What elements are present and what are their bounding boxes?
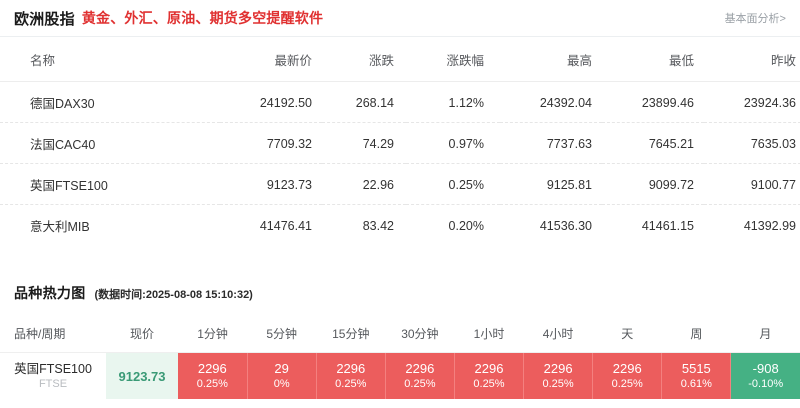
cell-change: 74.29 <box>322 122 406 164</box>
heat-value: 2296 <box>543 361 573 376</box>
cell-name[interactable]: 英国FTSE100 <box>0 163 220 205</box>
cell-low: 7645.21 <box>602 122 704 164</box>
heat-column-symbol-period[interactable]: 品种/周期 <box>0 316 106 353</box>
column-header-prev-close[interactable]: 昨收 <box>704 37 800 82</box>
cell-change-percent: 0.97% <box>406 122 500 164</box>
cell-prev-close: 23924.36 <box>704 81 800 123</box>
heat-cell-1min[interactable]: 2296 0.25% <box>178 352 248 399</box>
heat-symbol-code: FTSE <box>38 377 68 390</box>
heatmap-section: 品种热力图 (数据时间:2025-08-08 15:10:32) 品种/周期 现… <box>0 283 800 399</box>
heat-percent: 0.25% <box>404 378 436 390</box>
heat-symbol-name: 英国FTSE100 <box>14 361 92 376</box>
cell-name[interactable]: 意大利MIB <box>30 220 90 234</box>
column-header-low[interactable]: 最低 <box>602 37 704 82</box>
cell-prev-close: 9100.77 <box>704 163 800 205</box>
cell-last-price: 7709.32 <box>220 122 322 164</box>
cell-high: 41536.30 <box>539 218 592 233</box>
heat-percent: 0.25% <box>611 378 643 390</box>
quote-table-body: 德国DAX30 24192.50 268.14 1.12% 24392.04 2… <box>0 81 800 246</box>
column-header-last-price[interactable]: 最新价 <box>220 37 322 82</box>
heatmap-table-head: 品种/周期 现价 1分钟 5分钟 15分钟 30分钟 1小时 4小时 天 周 月 <box>0 316 800 353</box>
cell-change: 268.14 <box>322 81 406 123</box>
cell-change-percent: 0.25% <box>406 163 500 205</box>
heat-percent: -0.10% <box>748 378 784 390</box>
quote-table-head: 名称 最新价 涨跌 涨跌幅 最高 最低 昨收 更新时间 <box>0 37 800 82</box>
heat-percent: 0% <box>273 378 290 390</box>
heat-percent: 0.61% <box>680 378 712 390</box>
table-row[interactable]: 德国DAX30 24192.50 268.14 1.12% 24392.04 2… <box>0 81 800 123</box>
cell-low: 23899.46 <box>602 81 704 123</box>
heatmap-data-time: (数据时间:2025-08-08 15:10:32) <box>94 289 253 301</box>
heat-value: -908 <box>752 361 779 376</box>
cell-high: 24392.04 <box>500 81 602 123</box>
heatmap-header-row: 品种/周期 现价 1分钟 5分钟 15分钟 30分钟 1小时 4小时 天 周 月 <box>0 316 800 353</box>
heat-value: 2296 <box>197 361 227 376</box>
cell-high: 7737.63 <box>500 122 602 164</box>
heat-column-1min[interactable]: 1分钟 <box>178 316 248 353</box>
heat-percent: 0.25% <box>473 378 505 390</box>
heat-cell-current-price: 9123.73 <box>106 352 178 399</box>
cell-low: 9099.72 <box>602 163 704 205</box>
cell-low: 41461.15 <box>641 218 694 233</box>
heat-column-15min[interactable]: 15分钟 <box>316 316 386 353</box>
heat-column-week[interactable]: 周 <box>661 316 731 353</box>
heat-value: 2296 <box>336 361 366 376</box>
page-header: 欧洲股指 黄金、外汇、原油、期货多空提醒软件 基本面分析> <box>0 0 800 37</box>
heat-cell-day[interactable]: 2296 0.25% <box>592 352 663 399</box>
heat-value: 2296 <box>405 361 435 376</box>
heat-column-5min[interactable]: 5分钟 <box>247 316 317 353</box>
cell-last-price: 24192.50 <box>220 81 322 123</box>
heat-column-month[interactable]: 月 <box>730 316 800 353</box>
heat-percent: 0.25% <box>196 378 228 390</box>
heat-column-30min[interactable]: 30分钟 <box>385 316 455 353</box>
heat-column-1hour[interactable]: 1小时 <box>454 316 524 353</box>
heat-cell-4hour[interactable]: 2296 0.25% <box>523 352 594 399</box>
heat-value: 2296 <box>474 361 504 376</box>
heatmap-row[interactable]: 英国FTSE100 FTSE 9123.73 2296 0.25% 29 0% … <box>0 352 800 399</box>
column-header-high[interactable]: 最高 <box>500 37 602 82</box>
heatmap-table-body: 英国FTSE100 FTSE 9123.73 2296 0.25% 29 0% … <box>0 352 800 399</box>
cell-name[interactable]: 德国DAX30 <box>0 81 220 123</box>
heat-percent: 0.25% <box>335 378 367 390</box>
heat-cell-month[interactable]: -908 -0.10% <box>730 352 800 399</box>
heat-cell-1hour[interactable]: 2296 0.25% <box>454 352 525 399</box>
heat-cell-5min[interactable]: 29 0% <box>247 352 317 399</box>
heat-column-4hour[interactable]: 4小时 <box>523 316 593 353</box>
cell-name[interactable]: 法国CAC40 <box>0 122 220 164</box>
table-row[interactable]: 英国FTSE100 9123.73 22.96 0.25% 9125.81 90… <box>0 163 800 205</box>
cell-last-price: 41476.41 <box>259 218 312 233</box>
heatmap-header: 品种热力图 (数据时间:2025-08-08 15:10:32) <box>0 283 800 303</box>
table-row[interactable]: 法国CAC40 7709.32 74.29 0.97% 7737.63 7645… <box>0 122 800 164</box>
quote-table: 名称 最新价 涨跌 涨跌幅 最高 最低 昨收 更新时间 德国DAX30 2419… <box>0 37 800 245</box>
table-row[interactable]: 意大利MIB 41476.41 83.42 0.20% 41536.30 414… <box>0 205 800 246</box>
heat-cell-symbol[interactable]: 英国FTSE100 FTSE <box>0 352 106 399</box>
heat-cell-30min[interactable]: 2296 0.25% <box>385 352 455 399</box>
cell-change: 22.96 <box>322 163 406 205</box>
cell-change-percent: 0.20% <box>448 218 484 233</box>
page-subtitle: 黄金、外汇、原油、期货多空提醒软件 <box>81 10 324 26</box>
heat-column-current-price[interactable]: 现价 <box>106 316 178 353</box>
heat-cell-week[interactable]: 5515 0.61% <box>661 352 732 399</box>
heat-value: 2296 <box>612 361 642 376</box>
heat-cell-15min[interactable]: 2296 0.25% <box>316 352 386 399</box>
cell-change-percent: 1.12% <box>406 81 500 123</box>
cell-high: 9125.81 <box>500 163 602 205</box>
column-header-name[interactable]: 名称 <box>0 37 220 82</box>
column-header-change-percent[interactable]: 涨跌幅 <box>406 37 500 82</box>
cell-change: 83.42 <box>362 218 394 233</box>
cell-prev-close: 7635.03 <box>704 122 800 164</box>
fundamental-analysis-link[interactable]: 基本面分析> <box>724 13 786 25</box>
heatmap-title: 品种热力图 <box>14 285 86 301</box>
heat-value: 29 <box>274 361 289 376</box>
heat-percent: 0.25% <box>542 378 574 390</box>
heat-column-day[interactable]: 天 <box>592 316 662 353</box>
heat-value: 5515 <box>681 361 711 376</box>
column-header-change[interactable]: 涨跌 <box>322 37 406 82</box>
quote-table-header-row: 名称 最新价 涨跌 涨跌幅 最高 最低 昨收 更新时间 <box>0 37 800 82</box>
cell-prev-close: 41392.99 <box>743 218 796 233</box>
page-title: 欧洲股指 <box>14 10 75 28</box>
cell-last-price: 9123.73 <box>220 163 322 205</box>
heatmap-table: 品种/周期 现价 1分钟 5分钟 15分钟 30分钟 1小时 4小时 天 周 月… <box>0 316 800 399</box>
